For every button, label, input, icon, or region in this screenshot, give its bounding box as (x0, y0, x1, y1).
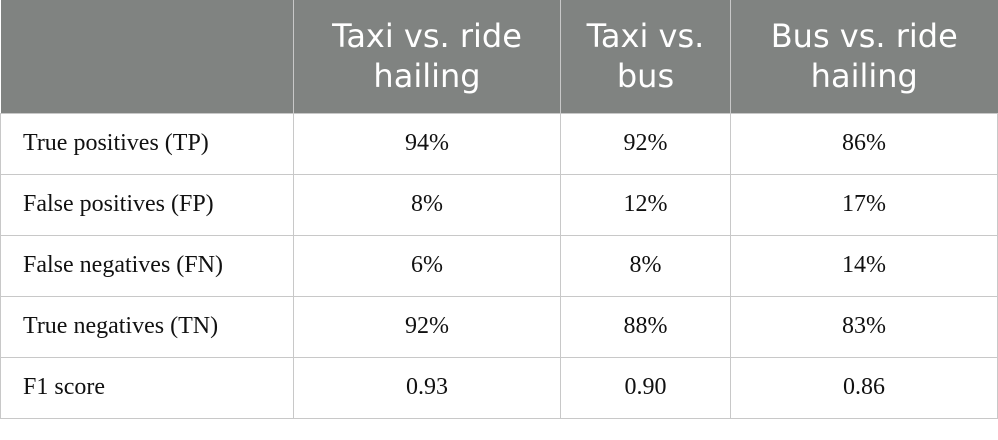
table-cell: 92% (293, 295, 561, 358)
table-cell: 92% (560, 112, 731, 175)
table-body: True positives (TP) 94% 92% 86% False positi… (0, 112, 998, 419)
row-label: True positives (TP) (0, 112, 294, 175)
table-row: True negatives (TN) 92% 88% 83% (0, 295, 998, 358)
header-row: Taxi vs. ride hailing Taxi vs. bus Bus vs.… (0, 0, 998, 113)
row-label: False positives (FP) (0, 173, 294, 236)
column-header: Taxi vs. ride hailing (293, 0, 561, 113)
results-table: Taxi vs. ride hailing Taxi vs. bus Bus vs.… (0, 0, 998, 419)
table-cell: 0.86 (730, 356, 998, 419)
table-cell: 14% (730, 234, 998, 297)
table-cell: 0.90 (560, 356, 731, 419)
table-row: False positives (FP) 8% 12% 17% (0, 173, 998, 236)
table-row: True positives (TP) 94% 92% 86% (0, 112, 998, 175)
table-cell: 88% (560, 295, 731, 358)
corner-cell (0, 0, 294, 113)
row-label: F1 score (0, 356, 294, 419)
row-label: False negatives (FN) (0, 234, 294, 297)
table-row: F1 score 0.93 0.90 0.86 (0, 356, 998, 419)
column-header: Taxi vs. bus (560, 0, 731, 113)
table-cell: 8% (293, 173, 561, 236)
table-cell: 12% (560, 173, 731, 236)
table-cell: 86% (730, 112, 998, 175)
row-label: True negatives (TN) (0, 295, 294, 358)
table-cell: 6% (293, 234, 561, 297)
column-header: Bus vs. ride hailing (730, 0, 998, 113)
table-cell: 0.93 (293, 356, 561, 419)
table-row: False negatives (FN) 6% 8% 14% (0, 234, 998, 297)
table-cell: 8% (560, 234, 731, 297)
table-cell: 17% (730, 173, 998, 236)
table-cell: 83% (730, 295, 998, 358)
table-cell: 94% (293, 112, 561, 175)
